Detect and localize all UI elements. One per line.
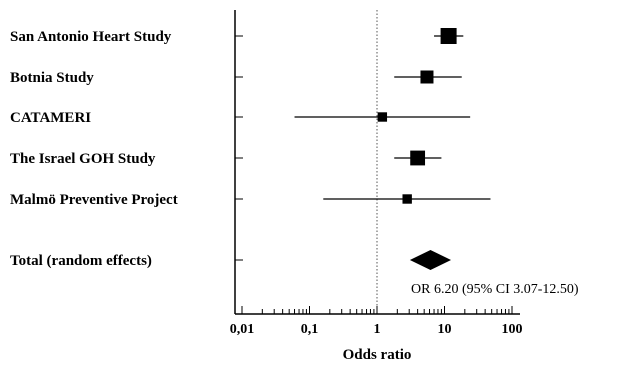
summary-estimate-text: OR 6.20 (95% CI 3.07-12.50) — [411, 282, 579, 297]
study-label: Malmö Preventive Project — [10, 192, 178, 208]
x-tick-label: 1 — [374, 322, 381, 337]
summary-label: Total (random effects) — [10, 253, 152, 269]
study-label: CATAMERI — [10, 110, 91, 126]
point-estimate-square — [420, 70, 434, 84]
study-label: San Antonio Heart Study — [10, 29, 172, 45]
summary-diamond — [409, 250, 452, 270]
study-labels: San Antonio Heart Study Botnia Study CATAM… — [10, 29, 178, 269]
point-estimate-square — [402, 194, 412, 204]
x-tick-label: 0,1 — [301, 322, 319, 337]
point-estimate-square — [410, 150, 426, 166]
study-label: Botnia Study — [10, 70, 94, 86]
x-axis-title: Odds ratio — [343, 347, 412, 363]
x-tick-label: 10 — [438, 322, 452, 337]
x-tick-label: 100 — [502, 322, 523, 337]
point-estimate-square — [377, 112, 388, 122]
estimate-marks — [294, 28, 491, 270]
study-label: The Israel GOH Study — [10, 151, 156, 167]
axes: 0,01 0,1 1 10 100 — [230, 10, 523, 337]
point-estimate-square — [440, 28, 457, 44]
x-tick-label: 0,01 — [230, 322, 255, 337]
